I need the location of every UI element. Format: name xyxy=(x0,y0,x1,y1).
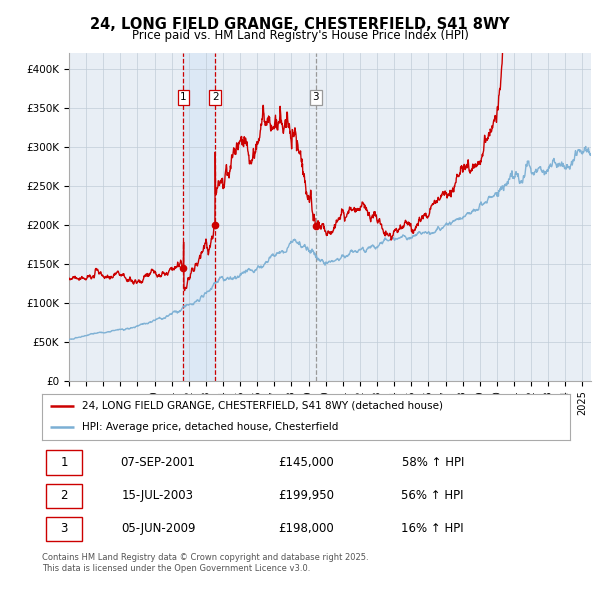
FancyBboxPatch shape xyxy=(46,517,82,540)
Text: 07-SEP-2001: 07-SEP-2001 xyxy=(121,456,196,469)
Text: 3: 3 xyxy=(313,92,319,102)
Text: 2: 2 xyxy=(61,489,68,502)
Text: 16% ↑ HPI: 16% ↑ HPI xyxy=(401,522,464,535)
FancyBboxPatch shape xyxy=(46,451,82,474)
Text: 1: 1 xyxy=(61,456,68,469)
Text: Price paid vs. HM Land Registry's House Price Index (HPI): Price paid vs. HM Land Registry's House … xyxy=(131,30,469,42)
Text: 24, LONG FIELD GRANGE, CHESTERFIELD, S41 8WY (detached house): 24, LONG FIELD GRANGE, CHESTERFIELD, S41… xyxy=(82,401,443,411)
Text: 1: 1 xyxy=(180,92,187,102)
Bar xyxy=(184,53,215,381)
Text: £199,950: £199,950 xyxy=(278,489,334,502)
Text: 05-JUN-2009: 05-JUN-2009 xyxy=(121,522,196,535)
Text: 2: 2 xyxy=(212,92,218,102)
Text: 56% ↑ HPI: 56% ↑ HPI xyxy=(401,489,464,502)
Text: 3: 3 xyxy=(61,522,68,535)
Text: HPI: Average price, detached house, Chesterfield: HPI: Average price, detached house, Ches… xyxy=(82,422,338,432)
Text: Contains HM Land Registry data © Crown copyright and database right 2025.
This d: Contains HM Land Registry data © Crown c… xyxy=(42,553,368,573)
Text: 24, LONG FIELD GRANGE, CHESTERFIELD, S41 8WY: 24, LONG FIELD GRANGE, CHESTERFIELD, S41… xyxy=(90,17,510,31)
Text: 58% ↑ HPI: 58% ↑ HPI xyxy=(401,456,464,469)
Text: £198,000: £198,000 xyxy=(278,522,334,535)
Text: £145,000: £145,000 xyxy=(278,456,334,469)
Text: 15-JUL-2003: 15-JUL-2003 xyxy=(122,489,194,502)
FancyBboxPatch shape xyxy=(46,484,82,507)
